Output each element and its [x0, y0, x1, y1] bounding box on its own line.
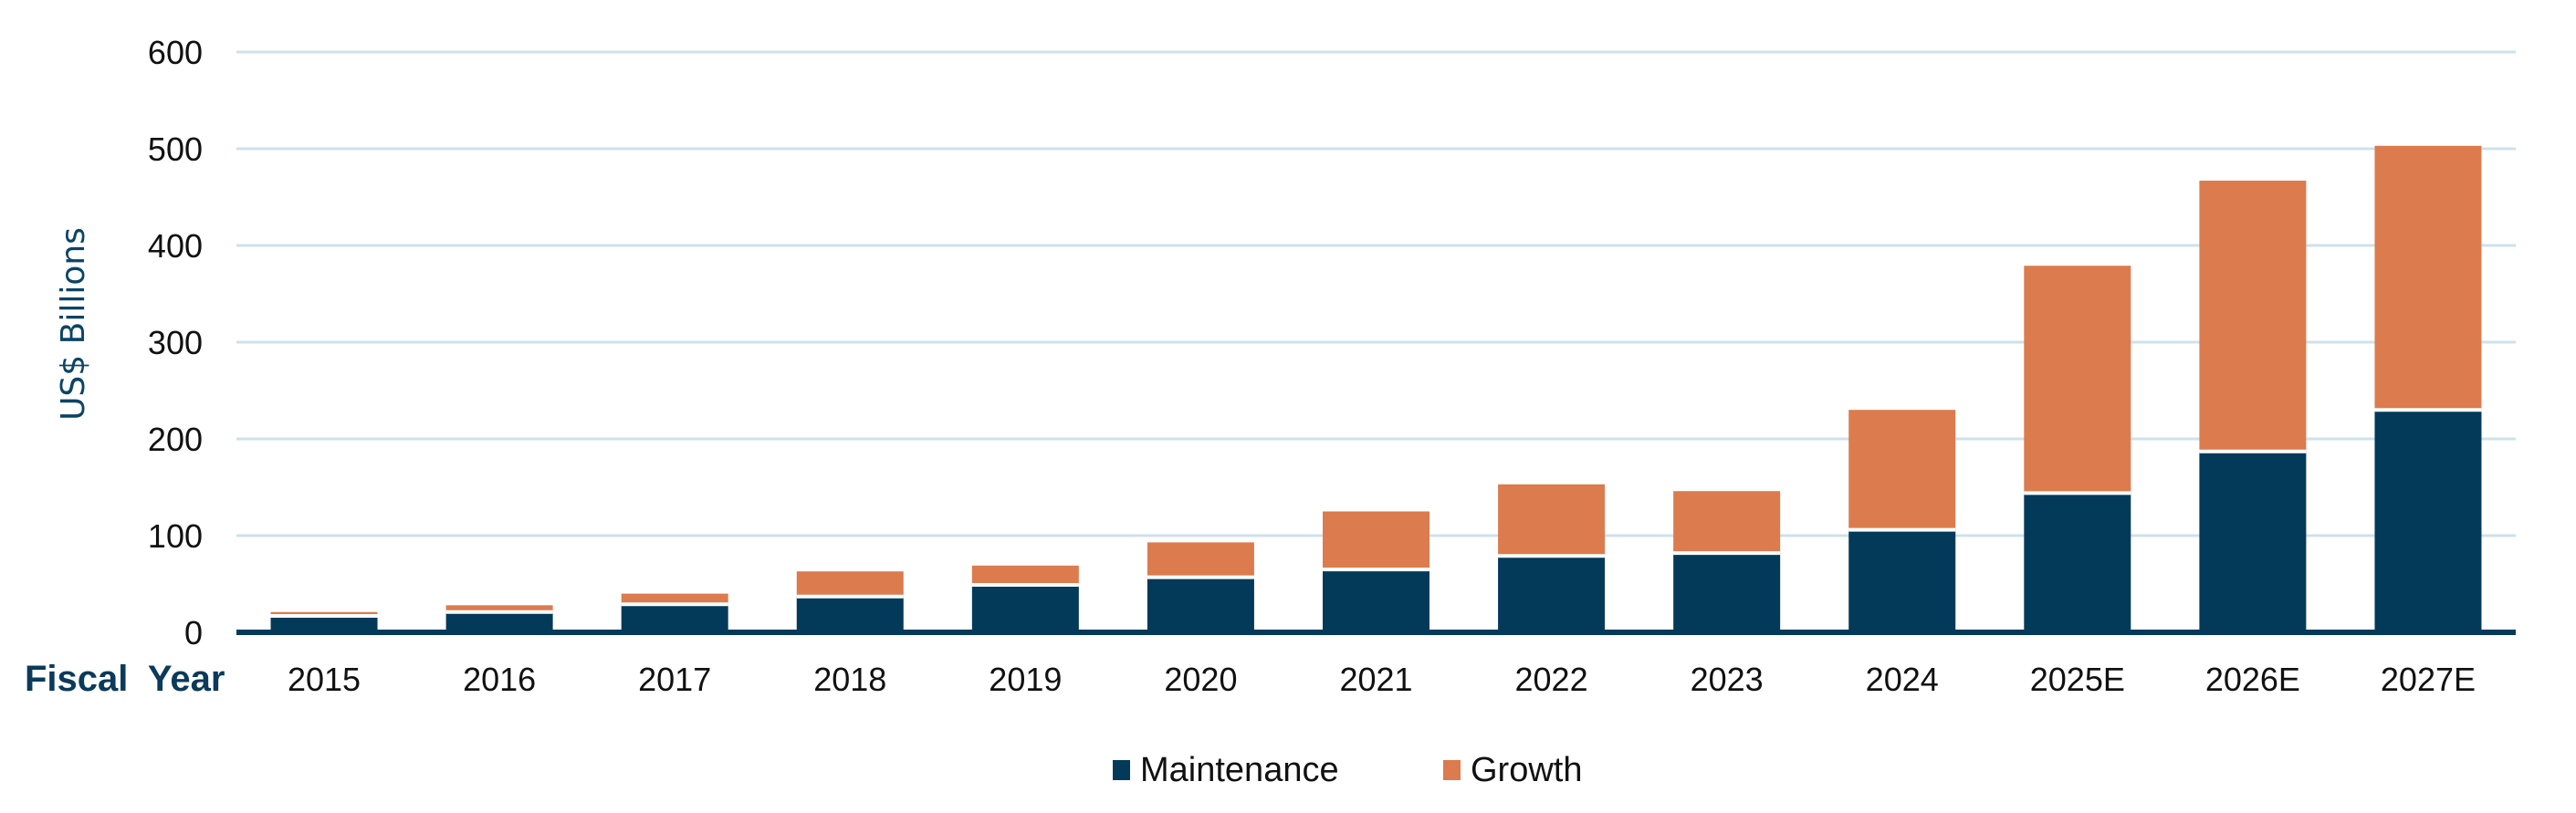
bar-maintenance-2020 — [1147, 577, 1254, 632]
bar-growth-2024 — [1848, 410, 1956, 530]
legend-swatch-maintenance — [1113, 760, 1130, 780]
bar-maintenance-2018 — [796, 596, 904, 632]
y-tick-labels: 0 100 200 300 400 500 600 — [148, 34, 203, 651]
y-tick-label: 200 — [148, 421, 203, 458]
bar-growth-2025E — [2024, 266, 2131, 494]
bar-growth-2023 — [1673, 491, 1781, 554]
bar-growth-2022 — [1498, 484, 1606, 557]
x-tick-label: 2019 — [989, 661, 1062, 698]
bar-maintenance-2015 — [270, 615, 378, 632]
bar-growth-2019 — [971, 565, 1079, 586]
x-tick-label: 2024 — [1866, 661, 1939, 698]
legend-swatch-growth — [1443, 760, 1461, 780]
bar-growth-2021 — [1323, 511, 1429, 570]
x-tick-label: 2025E — [2030, 661, 2125, 698]
x-tick-label: 2026E — [2205, 661, 2300, 698]
bar-maintenance-2024 — [1848, 529, 1956, 632]
bar-growth-2027E — [2374, 145, 2482, 411]
legend-label-maintenance: Maintenance — [1140, 751, 1339, 789]
bar-maintenance-2025E — [2024, 493, 2131, 632]
x-tick-label: 2021 — [1339, 661, 1412, 698]
bar-maintenance-2017 — [621, 604, 728, 632]
bar-growth-2020 — [1147, 542, 1254, 578]
bars — [236, 145, 2516, 635]
bar-maintenance-2027E — [2374, 410, 2482, 632]
y-axis-label: US$ Billions — [55, 227, 92, 421]
y-tick-label: 0 — [184, 614, 203, 651]
x-tick-label: 2023 — [1691, 661, 1764, 698]
x-tick-label: 2020 — [1164, 661, 1237, 698]
bar-growth-2016 — [445, 605, 553, 612]
x-axis-label: Fiscal Year — [25, 659, 225, 699]
bar-maintenance-2016 — [445, 611, 553, 632]
gridlines — [236, 50, 2516, 537]
x-tick-label: 2027E — [2381, 661, 2476, 698]
bar-maintenance-2021 — [1323, 569, 1429, 632]
legend: Maintenance Growth — [1113, 751, 1582, 789]
legend-label-growth: Growth — [1471, 751, 1582, 789]
bar-growth-2018 — [796, 571, 904, 597]
bar-maintenance-2026E — [2199, 451, 2307, 632]
bar-growth-2026E — [2199, 180, 2307, 452]
bar-maintenance-2019 — [971, 585, 1079, 632]
y-tick-label: 300 — [148, 324, 203, 361]
x-tick-label: 2015 — [288, 661, 361, 698]
bar-maintenance-2022 — [1498, 556, 1606, 632]
y-tick-label: 100 — [148, 517, 203, 555]
x-tick-label: 2022 — [1515, 661, 1588, 698]
x-tick-label: 2018 — [813, 661, 886, 698]
x-tick-labels: 2015 2016 2017 2018 2019 2020 2021 2022 2023 2024… — [288, 661, 2476, 698]
bar-growth-2015 — [270, 611, 378, 616]
y-tick-label: 400 — [148, 227, 203, 265]
x-tick-label: 2016 — [463, 661, 536, 698]
bar-maintenance-2023 — [1673, 553, 1781, 632]
y-tick-label: 500 — [148, 130, 203, 168]
bar-growth-2017 — [621, 593, 728, 605]
y-tick-label: 600 — [148, 34, 203, 71]
x-tick-label: 2017 — [638, 661, 711, 698]
